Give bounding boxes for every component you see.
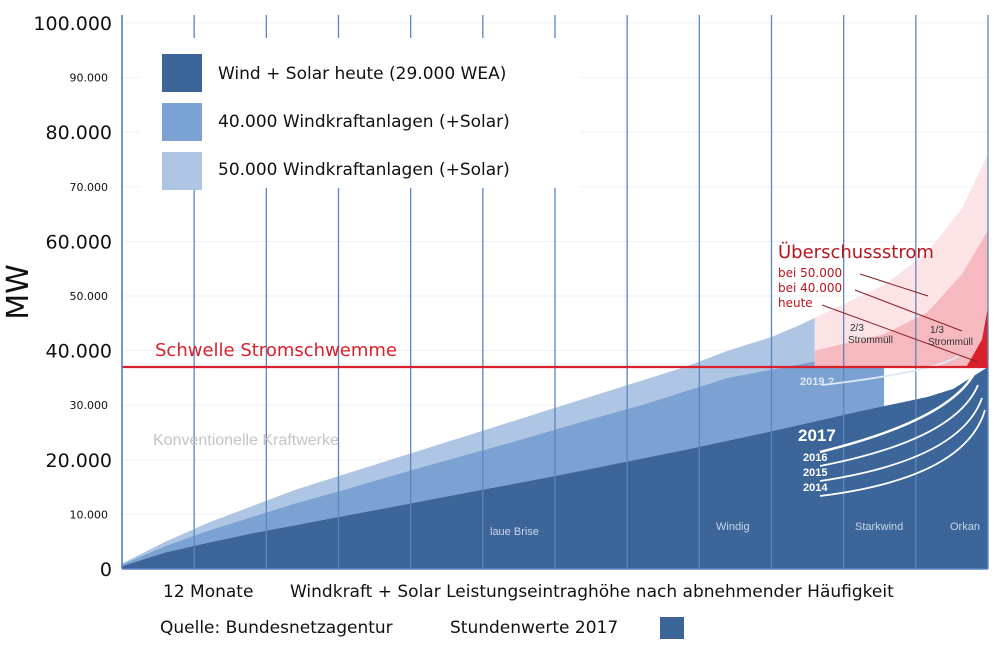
- legend-label-40000: 40.000 Windkraftanlagen (+Solar): [218, 112, 510, 132]
- legend-label-50000: 50.000 Windkraftanlagen (+Solar): [218, 160, 510, 180]
- y-axis-label: MW: [1, 264, 36, 320]
- leader-40000: [854, 289, 963, 332]
- surplus-line-50000: bei 50.000: [778, 266, 842, 280]
- curve-2015: [819, 397, 983, 482]
- year-2016-label: 2016: [803, 452, 827, 464]
- two-thirds-label: 2/3: [850, 323, 864, 334]
- surplus-areas: [814, 154, 988, 367]
- regime-starkwind: Starkwind: [855, 521, 903, 533]
- conventional-label: Konventionelle Kraftwerke: [153, 432, 339, 449]
- y-tick-major-2: 60.000: [46, 231, 112, 253]
- legend: Wind + Solar heute (29.000 WEA) 40.000 W…: [140, 38, 580, 190]
- surplus-area-today: [966, 306, 988, 367]
- y-tick-minor-1: 70.000: [70, 181, 109, 194]
- legend-swatch-today: [162, 54, 202, 92]
- surplus-line-today: heute: [778, 296, 813, 310]
- y-tick-minor-0: 90.000: [70, 72, 109, 85]
- leader-today: [821, 304, 979, 363]
- year-2014-label: 2014: [803, 482, 828, 494]
- strommuell-label-2: Strommüll: [928, 337, 973, 348]
- curve-2019: [821, 354, 961, 386]
- legend-background: [140, 38, 580, 188]
- y-tick-minor-2: 50.000: [70, 290, 109, 303]
- legend-swatch-50000: [162, 152, 202, 190]
- y-tick-minor-4: 10.000: [70, 508, 109, 521]
- y-tick-major-5: 0: [100, 559, 112, 581]
- regime-laue-brise: laue Brise: [490, 526, 539, 538]
- regime-orkan: Orkan: [950, 521, 980, 533]
- surplus-line-40000: bei 40.000: [778, 281, 842, 295]
- x-axis-label: Windkraft + Solar Leistungseintraghöhe n…: [290, 582, 894, 602]
- year-2017-label: 2017: [798, 426, 836, 445]
- hourly-label: Stundenwerte 2017: [450, 618, 618, 638]
- source-label: Quelle: Bundesnetzagentur: [160, 618, 393, 638]
- curve-2014: [819, 409, 986, 497]
- x-start-label: 12 Monate: [163, 582, 253, 602]
- year-2015-label: 2015: [803, 467, 827, 479]
- threshold-label: Schwelle Stromschwemme: [155, 340, 397, 361]
- one-third-label: 1/3: [930, 325, 944, 336]
- leader-50000: [859, 273, 929, 297]
- footer-swatch: [660, 617, 684, 639]
- surplus-area-40000: [814, 230, 988, 367]
- year-2019-label: 2019 ?: [800, 376, 835, 388]
- axes: [121, 15, 988, 570]
- regime-windig: Windig: [716, 521, 750, 533]
- curve-2016: [819, 384, 979, 467]
- strommuell-label-1: Strommüll: [848, 335, 893, 346]
- y-tick-major-3: 40.000: [46, 341, 112, 363]
- y-tick-major-0: 100.000: [33, 13, 112, 35]
- surplus-title: Überschussstrom: [778, 241, 934, 263]
- y-tick-minor-3: 30.000: [70, 399, 109, 412]
- y-tick-labels: 100.000 80.000 60.000 40.000 20.000 0 90.000 70…: [33, 13, 112, 581]
- y-tick-major-4: 20.000: [46, 450, 112, 472]
- y-tick-major-1: 80.000: [46, 122, 112, 144]
- year-curves: [819, 354, 986, 497]
- curve-2017: [819, 371, 977, 454]
- legend-swatch-40000: [162, 103, 202, 141]
- legend-label-today: Wind + Solar heute (29.000 WEA): [218, 64, 506, 84]
